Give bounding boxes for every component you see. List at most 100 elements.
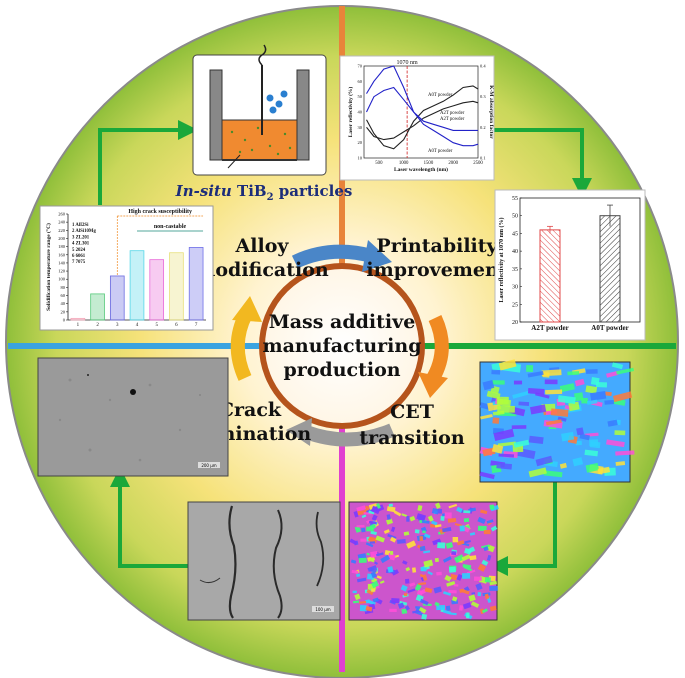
ebsd-equiaxed-grain [409,582,416,587]
ebsd-columnar-grain [586,399,598,405]
label-crack: Crack [219,399,282,421]
ebsd-equiaxed-grain [356,573,361,578]
chart2-series-line [366,86,478,131]
ebsd-equiaxed-grain [490,525,498,532]
label-modification: modification [195,259,329,281]
ebsd-columnar-grain [541,369,562,377]
ebsd-equiaxed-grain [376,552,384,557]
chart2-ytick-label: 30 [358,125,363,130]
crack-scale-bar: 100 µm [315,607,330,612]
ebsd-columnar-grain [611,362,624,370]
ebsd-columnar-grain [576,427,584,436]
ebsd-equiaxed-grain [471,592,476,595]
ebsd-equiaxed-grain [458,605,464,611]
chart1-legend-item: 1 AlI2Si [72,223,89,228]
ebsd-equiaxed-grain [481,559,489,566]
ebsd-columnar-grain [497,441,516,447]
ebsd-columnar-grain [561,431,575,442]
ebsd-columnar-grain [612,391,633,403]
arrow-cet-to-crack [303,423,395,447]
ebsd-columnar-grain [615,450,635,456]
ebsd-columnar-grain [550,408,569,417]
ebsd-equiaxed-grain [360,527,366,533]
ebsd-equiaxed-grain [403,593,408,597]
connector-bar-to-melt [98,120,198,205]
chart3-ytick-label: 30 [512,285,518,291]
ebsd-columnar-grain [545,419,562,426]
ebsd-equiaxed-grain [470,601,480,608]
ebsd-equiaxed-grain [477,516,486,525]
ebsd-equiaxed-grain [461,588,470,595]
ebsd-equiaxed-grain [464,540,471,544]
chart1-legend-item: 7 7075 [72,260,86,265]
ebsd-equiaxed-grain [442,609,452,615]
ebsd-equiaxed-grain [469,532,476,536]
ebsd-equiaxed-grain [356,577,367,583]
label-printability: Printability [376,235,498,257]
chart3-frame [494,189,646,341]
ebsd-columnar-grain [559,383,575,393]
chart3-plot-area [519,197,641,323]
chart2-plot-area [363,65,479,159]
chart1-bar [149,259,165,321]
ebsd-equiaxed-grain [444,574,452,582]
ebsd-equiaxed-grain [369,541,376,544]
ebsd-equiaxed-grain [435,502,441,509]
chart1-ytick-label: 240 [58,220,66,225]
ebsd-columnar-grain [498,453,515,458]
ebsd-equiaxed-grain [461,572,471,579]
ebsd-columnar-grain [492,410,505,416]
ebsd-columnar-grain [482,447,496,457]
label-transition: transition [359,427,464,449]
ebsd-equiaxed-grain [388,503,393,507]
ebsd-equiaxed-grain [406,540,417,549]
ebsd-equiaxed-grain [370,530,377,536]
ebsd-equiaxed-grain [356,505,366,512]
ebsd-equiaxed-grain [434,524,442,528]
ebsd-columnar-grain [491,369,501,375]
ebsd-equiaxed-grain [352,590,357,594]
ebsd-columnar-grain [605,391,612,397]
ebsd-equiaxed-grain [440,515,445,521]
chart2-series-line [366,100,479,141]
ebsd-equiaxed-grain [402,560,408,565]
ebsd-equiaxed-grain [453,583,459,587]
ebsd-columnar-grain [518,401,530,406]
ebsd-equiaxed-grain [461,554,471,562]
chart2-series-line [366,85,479,150]
chart2-xtick-label: 2000 [448,161,458,166]
ebsd-equiaxed-grain [442,556,452,563]
ebsd-equiaxed-grain [409,515,416,522]
chart1-xtick-label: 6 [175,323,178,328]
ebsd-columnar-grain [557,416,567,422]
ebsd-equiaxed-grain [448,566,456,573]
ebsd-equiaxed-grain [486,554,492,561]
ebsd-equiaxed-grain [484,576,491,583]
chart1-bar [90,293,105,321]
ebsd-equiaxed-grain [452,536,459,543]
ebsd-equiaxed-grain [365,542,374,548]
ebsd-columnar-grain [512,390,530,399]
chart1-xtick-label: 5 [155,323,158,328]
ebsd-equiaxed-grain [399,600,408,606]
chart2-y2tick-label: 0.1 [480,156,486,161]
ebsd-equiaxed-grain [456,540,465,546]
ebsd-columnar-grain [596,381,608,388]
ebsd-equiaxed-grain [391,569,399,576]
ebsd-columnar-grain [574,378,585,387]
chart1-ytick-label: 60 [61,293,66,298]
ebsd-equiaxed-grain [422,574,428,581]
ebsd-equiaxed-grain [456,573,463,581]
connector-spectrum-to-bars [494,128,592,198]
ebsd-equiaxed-grain [359,604,368,612]
ebsd-equiaxed-grain [376,575,382,580]
chart3-ytick-label: 55 [512,196,518,202]
ebsd-equiaxed-grain [386,506,396,513]
center-circle [259,263,425,429]
tib2-suffix: particles [274,182,353,200]
chart2-ylabel: Laser reflectivity (%) [347,87,354,138]
ebsd-equiaxed-grain [434,557,439,563]
ebsd-equiaxed-grain [386,514,391,520]
laser-spectrum-chart: 500 1000 1500 2000 2500 10 20 30 40 50 60 70 0.1 0.2 0… [339,55,495,181]
ebsd-columnar-grain [513,380,523,385]
